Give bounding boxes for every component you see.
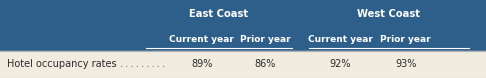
Text: 86%: 86% [254, 59, 276, 69]
Text: Hotel occupancy rates: Hotel occupancy rates [7, 59, 117, 69]
Text: 89%: 89% [191, 59, 212, 69]
Text: Current year: Current year [308, 35, 373, 44]
Text: .........: ......... [119, 60, 166, 69]
Text: Prior year: Prior year [381, 35, 431, 44]
Bar [0, 0, 486, 51]
Text: West Coast: West Coast [357, 9, 420, 19]
Text: Current year: Current year [169, 35, 234, 44]
Text: 93%: 93% [395, 59, 417, 69]
Text: Prior year: Prior year [240, 35, 290, 44]
Text: East Coast: East Coast [189, 9, 248, 19]
Bar [0, 51, 486, 78]
Text: 92%: 92% [330, 59, 351, 69]
